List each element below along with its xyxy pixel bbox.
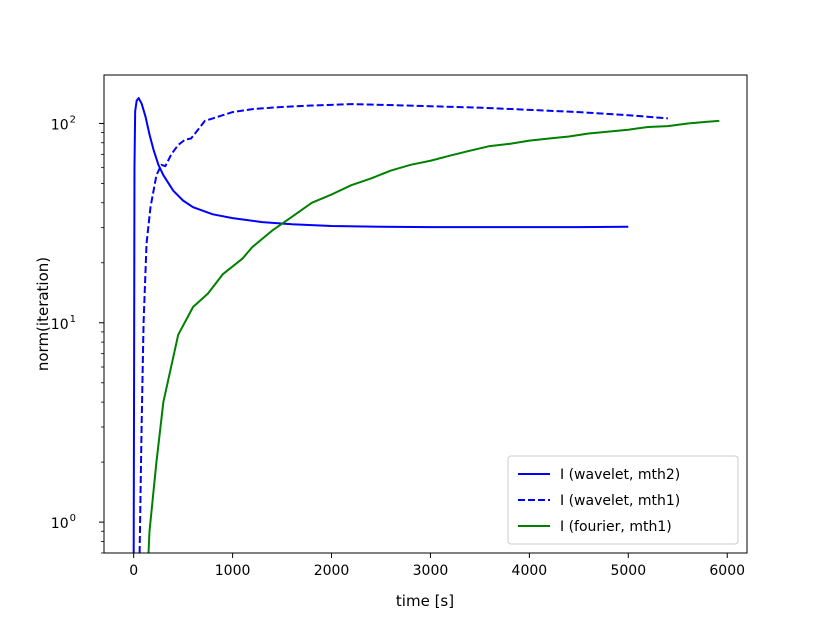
x-tick-label: 1000 [215,563,251,579]
legend-label: I (wavelet, mth2) [560,467,680,483]
legend-box [507,455,739,545]
legend-label: I (fourier, mth1) [560,519,672,535]
x-tick-label: 3000 [413,563,449,579]
series-line-1 [132,97,629,553]
x-tick-label: 6000 [709,563,745,579]
series-line-3 [147,119,720,553]
x-tick-label: 5000 [610,563,646,579]
x-tick-label: 0 [129,563,138,579]
x-tick-label: 2000 [314,563,350,579]
x-tick-label: 4000 [512,563,548,579]
x-axis-ticks: 0 1000 2000 3000 4000 5000 6000 [129,553,745,579]
plot-frame [103,74,748,554]
legend: I (wavelet, mth2) I (wavelet, mth1) I (fou… [507,455,739,545]
x-axis-label: time [s] [396,592,454,610]
y-axis-label: norm(iteration) [34,257,52,371]
series-line-2 [138,103,668,553]
legend-label: I (wavelet, mth1) [560,493,680,509]
series-layer [132,97,720,553]
